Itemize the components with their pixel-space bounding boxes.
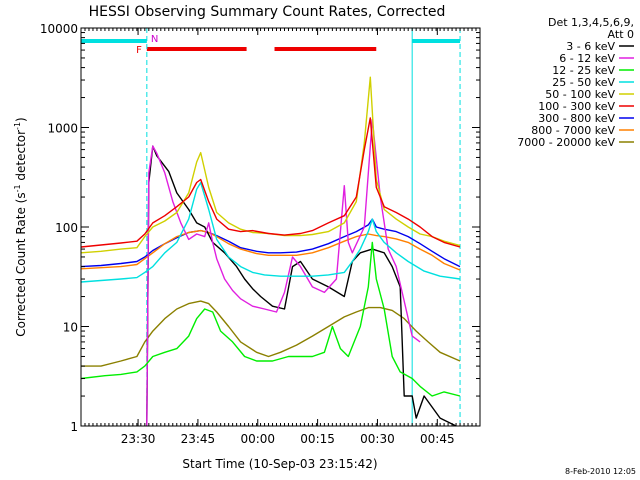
series-line-7	[80, 218, 461, 268]
y-label-sup-2: -1	[13, 122, 22, 130]
legend-header-1: Det 1,3,4,5,6,9,	[548, 16, 634, 29]
y-tick-label-2: 10	[63, 321, 78, 335]
series-line-4	[80, 181, 461, 283]
y-axis-label: Corrected Count Rate (s-1 detector-1)	[13, 117, 28, 336]
flare-mark-label: F	[136, 45, 142, 56]
y-label-post: detector	[14, 130, 28, 185]
series-line-9	[81, 300, 461, 367]
y-label-sup-1: -1	[13, 184, 22, 192]
chart-title: HESSI Observing Summary Count Rates, Cor…	[89, 4, 446, 20]
y-tick-label-1: 1	[70, 420, 78, 434]
night-mark-label: N	[151, 34, 158, 45]
legend-label-1: 3 - 6 keV	[566, 40, 615, 53]
legend-label-8: 800 - 7000 keV	[531, 124, 615, 137]
y-tick-label-3: 100	[55, 221, 78, 235]
plot-layer: FN	[80, 28, 461, 427]
legend-header-2: Att 0	[608, 28, 634, 41]
y-label-pre: Corrected Count Rate (s	[14, 192, 28, 336]
series-line-5	[80, 76, 461, 254]
legend-label-3: 12 - 25 keV	[552, 64, 615, 77]
legend-label-9: 7000 - 20000 keV	[517, 136, 615, 149]
legend-label-4: 25 - 50 keV	[552, 76, 615, 89]
series-line-8	[80, 229, 461, 271]
x-tick-label-4: 00:15	[300, 432, 335, 446]
x-axis-label: Start Time (10-Sep-03 23:15:42)	[182, 457, 377, 471]
legend-label-2: 6 - 12 keV	[559, 52, 615, 65]
x-tick-label-2: 23:45	[181, 432, 216, 446]
y-tick-label-4: 1000	[47, 122, 78, 136]
axes-layer: 23:30 23:45 00:00 00:15 00:30 00:45 1 10 100 1000…	[40, 22, 480, 446]
series-line-2	[146, 118, 421, 427]
series-line-3	[80, 241, 461, 397]
footer-timestamp: 8-Feb-2010 12:05	[565, 467, 636, 476]
series-line-6	[80, 117, 461, 248]
legend-label-5: 50 - 100 keV	[545, 88, 615, 101]
x-tick-label-1: 23:30	[121, 432, 156, 446]
legend-label-7: 300 - 800 keV	[538, 112, 615, 125]
legend-label-6: 100 - 300 keV	[538, 100, 615, 113]
y-label-end: )	[14, 117, 28, 122]
x-tick-label-6: 00:45	[420, 432, 455, 446]
x-tick-label-5: 00:30	[360, 432, 395, 446]
x-tick-label-3: 00:00	[240, 432, 275, 446]
y-tick-label-5: 10000	[40, 22, 78, 36]
